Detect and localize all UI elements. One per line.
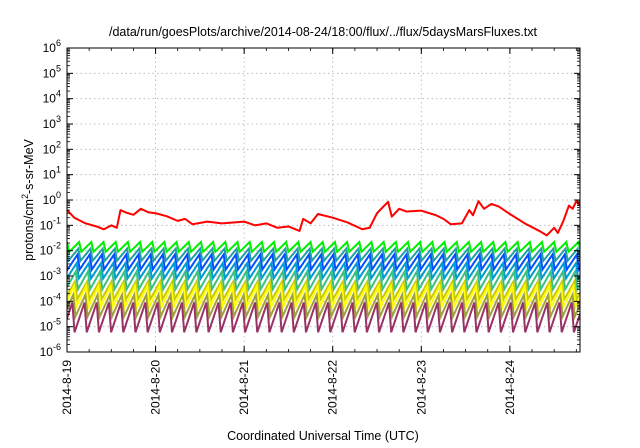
y-axis-label-exponent: 2 — [20, 194, 30, 199]
x-tick-label: 2014-8-19 — [60, 360, 74, 415]
y-tick-exponent: -6 — [53, 342, 61, 352]
y-tick-exponent: 6 — [56, 38, 61, 48]
y-tick-label: 105 — [43, 63, 61, 80]
y-tick-label: 101 — [43, 165, 61, 182]
series-line-8 — [67, 291, 580, 321]
y-tick-base: 10 — [40, 345, 54, 359]
y-tick-base: 10 — [43, 66, 57, 80]
y-tick-label: 10-6 — [40, 342, 61, 359]
x-tick-label: 2014-8-21 — [237, 360, 251, 415]
y-tick-label: 10-4 — [40, 291, 61, 308]
y-tick-label: 106 — [43, 38, 61, 55]
y-tick-label: 10-5 — [40, 317, 61, 334]
series-line-5 — [67, 268, 580, 293]
y-tick-exponent: 4 — [56, 89, 61, 99]
y-axis-label-rest: -s-sr-MeV — [22, 138, 36, 194]
y-tick-base: 10 — [40, 218, 54, 232]
series-line-0 — [67, 200, 580, 237]
series-line-6 — [67, 278, 580, 303]
y-tick-base: 10 — [43, 92, 57, 106]
y-tick-base: 10 — [43, 168, 57, 182]
y-tick-base: 10 — [40, 320, 54, 334]
y-tick-label: 10-1 — [40, 215, 61, 232]
y-tick-exponent: -2 — [53, 241, 61, 251]
y-tick-base: 10 — [40, 269, 54, 283]
series-lines — [67, 200, 580, 333]
series-line-1 — [67, 240, 580, 254]
y-tick-exponent: 1 — [56, 165, 61, 175]
axis-ticks — [66, 47, 580, 353]
y-tick-label: 10-3 — [40, 266, 61, 283]
series-line-3 — [67, 251, 580, 273]
x-tick-labels: 2014-8-19 2014-8-20 2014-8-21 2014-8-22 2014… — [60, 360, 517, 415]
chart-title: /data/run/goesPlots/archive/2014-08-24/1… — [109, 25, 538, 39]
y-tick-exponent: 2 — [56, 139, 61, 149]
y-tick-base: 10 — [40, 244, 54, 258]
y-tick-exponent: 0 — [56, 190, 61, 200]
y-tick-label: 103 — [43, 114, 61, 131]
y-tick-base: 10 — [43, 41, 57, 55]
y-tick-exponent: 3 — [56, 114, 61, 124]
y-axis-label: protons/cm2-s-sr-MeV — [20, 138, 36, 260]
series-line-9 — [67, 302, 580, 333]
y-tick-base: 10 — [43, 117, 57, 131]
y-tick-base: 10 — [40, 294, 54, 308]
y-tick-exponent: -5 — [53, 317, 61, 327]
x-tick-label: 2014-8-23 — [414, 360, 428, 415]
series-line-4 — [67, 260, 580, 282]
y-tick-exponent: -3 — [53, 266, 61, 276]
y-tick-label: 100 — [43, 190, 61, 207]
y-tick-base: 10 — [43, 142, 57, 156]
series-line-7 — [67, 282, 580, 311]
x-axis-label: Coordinated Universal Time (UTC) — [227, 429, 419, 443]
y-tick-label: 10-2 — [40, 241, 61, 258]
series-line-2 — [67, 246, 580, 264]
x-tick-label: 2014-8-20 — [149, 360, 163, 415]
y-tick-exponent: -4 — [53, 291, 61, 301]
y-tick-labels: 10-610-510-410-310-210-11001011021031041… — [40, 38, 61, 359]
y-tick-exponent: -1 — [53, 215, 61, 225]
y-tick-label: 102 — [43, 139, 61, 156]
y-axis-label-base: protons/cm — [22, 199, 36, 261]
y-tick-exponent: 5 — [56, 63, 61, 73]
x-tick-label: 2014-8-22 — [326, 360, 340, 415]
y-tick-label: 104 — [43, 89, 61, 106]
x-tick-label: 2014-8-24 — [503, 360, 517, 415]
y-tick-base: 10 — [43, 193, 57, 207]
